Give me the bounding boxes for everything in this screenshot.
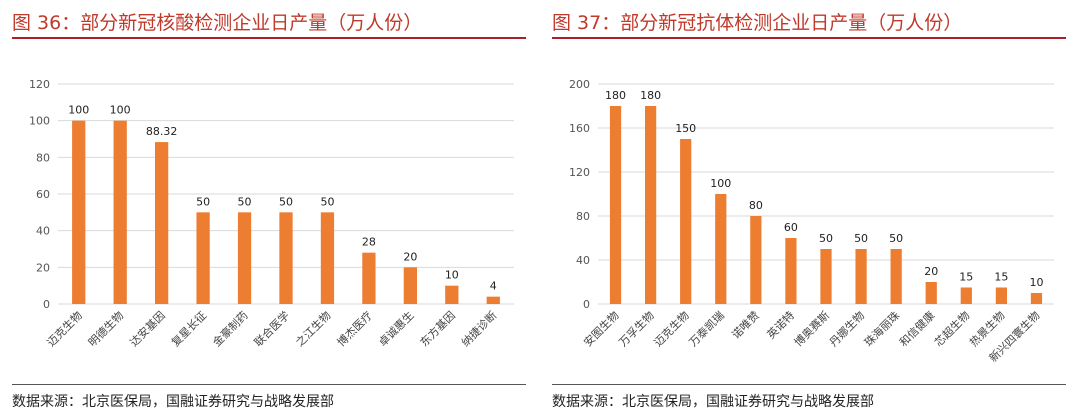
data-label: 180 — [640, 89, 661, 102]
bar — [72, 120, 86, 305]
category-label: 金豪制药 — [210, 308, 251, 349]
category-label: 迈克生物 — [651, 308, 692, 349]
data-label: 100 — [68, 104, 89, 117]
bar — [785, 238, 797, 304]
figure-37-bottom-rule — [552, 384, 1066, 385]
category-label: 明德生物 — [85, 308, 126, 349]
data-label: 100 — [710, 177, 731, 190]
bar — [1030, 293, 1043, 304]
bar — [855, 249, 867, 304]
data-label: 60 — [784, 221, 798, 234]
bar — [196, 212, 210, 304]
category-label: 联合医学 — [251, 308, 292, 349]
bar — [155, 142, 169, 304]
data-label: 50 — [238, 195, 252, 208]
category-label: 万泰凯瑞 — [686, 308, 727, 349]
bar — [113, 120, 127, 305]
figure-36-source: 数据来源：北京医保局，国融证券研究与战略发展部 — [12, 394, 334, 410]
category-label: 卓诚惠生 — [375, 308, 416, 349]
y-tick-label: 0 — [43, 298, 50, 311]
data-label: 20 — [403, 250, 417, 263]
category-label: 芯超生物 — [931, 308, 972, 349]
data-label: 15 — [959, 271, 973, 284]
bar — [715, 194, 727, 304]
data-label: 100 — [110, 104, 131, 117]
category-label: 英诺特 — [764, 308, 797, 341]
category-label: 和信健康 — [896, 308, 937, 349]
data-label: 50 — [889, 232, 903, 245]
bar — [995, 287, 1007, 304]
bar — [609, 106, 622, 304]
data-label: 50 — [320, 195, 334, 208]
figure-37-chart: 0 40 80 120 160 200 180 安图生物 180 万孚生物 150 迈克生物 100 万泰… — [554, 48, 1066, 378]
y-tick-label: 120 — [29, 78, 50, 91]
bar — [960, 287, 972, 304]
category-label: 复星长征 — [168, 308, 209, 349]
bar — [279, 212, 293, 304]
bar — [362, 252, 376, 304]
figure-37-svg: 0 40 80 120 160 200 180 安图生物 180 万孚生物 150 迈克生物 100 万泰… — [569, 78, 1054, 365]
category-label: 诺唯赞 — [729, 309, 762, 342]
figure-36-chart: 0 20 40 60 80 100 120 100 迈克生物 100 明德生物 88.32 达安基因 50… — [14, 48, 526, 378]
category-label: 纳捷诊断 — [458, 308, 499, 349]
figure-36-bottom-rule — [12, 384, 526, 385]
data-label: 88.32 — [146, 125, 178, 138]
category-label: 迈克生物 — [44, 308, 85, 349]
y-tick-label: 80 — [576, 210, 590, 223]
bar — [237, 212, 252, 304]
y-tick-label: 80 — [36, 151, 50, 164]
figure-36-top-rule — [12, 37, 526, 39]
bar — [403, 267, 417, 304]
y-tick-label: 120 — [569, 166, 590, 179]
category-label: 万孚生物 — [616, 308, 657, 349]
data-label: 80 — [749, 199, 763, 212]
data-label: 10 — [445, 269, 459, 282]
bar — [486, 296, 500, 304]
data-label: 4 — [490, 280, 497, 293]
category-label: 安图生物 — [581, 308, 622, 349]
data-label: 180 — [605, 89, 626, 102]
y-tick-label: 200 — [569, 78, 590, 91]
category-label: 达安基因 — [127, 308, 168, 349]
category-label: 博杰医疗 — [334, 308, 375, 349]
category-label: 东方基因 — [417, 308, 458, 349]
figure-36-svg: 0 20 40 60 80 100 120 100 迈克生物 100 明德生物 88.32 达安基因 50… — [29, 78, 514, 349]
y-tick-label: 40 — [36, 225, 50, 238]
bar — [645, 106, 657, 304]
data-label: 150 — [675, 122, 696, 135]
bar — [820, 249, 832, 304]
y-tick-label: 0 — [583, 298, 590, 311]
data-label: 50 — [196, 195, 210, 208]
data-label: 28 — [362, 236, 376, 249]
data-label: 50 — [854, 232, 868, 245]
figure-36-panel: 图 36：部分新冠核酸检测企业日产量（万人份） 0 20 40 60 80 100 120 1… — [12, 12, 526, 410]
y-tick-label: 40 — [576, 254, 590, 267]
figure-37-panel: 图 37：部分新冠抗体检测企业日产量（万人份） 0 40 80 120 160 200 18… — [540, 0, 1080, 418]
data-label: 50 — [279, 195, 293, 208]
bar — [320, 212, 335, 304]
y-tick-label: 160 — [569, 122, 590, 135]
figure-36-title: 图 36：部分新冠核酸检测企业日产量（万人份） — [12, 12, 423, 34]
figure-37-top-rule — [552, 37, 1066, 39]
bar — [890, 249, 902, 304]
y-tick-label: 100 — [29, 115, 50, 128]
y-tick-label: 20 — [36, 261, 50, 274]
category-label: 之江生物 — [293, 308, 334, 349]
data-label: 50 — [819, 232, 833, 245]
data-label: 20 — [924, 265, 938, 278]
bar — [750, 216, 762, 304]
category-label: 丹娜生物 — [826, 308, 867, 349]
category-label: 博奥赛斯 — [791, 308, 832, 349]
data-label: 10 — [1029, 276, 1043, 289]
category-label: 珠海丽珠 — [861, 308, 902, 349]
figure-37-source: 数据来源：北京医保局，国融证券研究与战略发展部 — [552, 394, 874, 410]
bar — [445, 285, 459, 304]
figure-37-title: 图 37：部分新冠抗体检测企业日产量（万人份） — [552, 12, 963, 34]
data-label: 15 — [994, 271, 1008, 284]
bar — [925, 282, 937, 304]
bar — [680, 139, 692, 304]
y-tick-label: 60 — [36, 188, 50, 201]
